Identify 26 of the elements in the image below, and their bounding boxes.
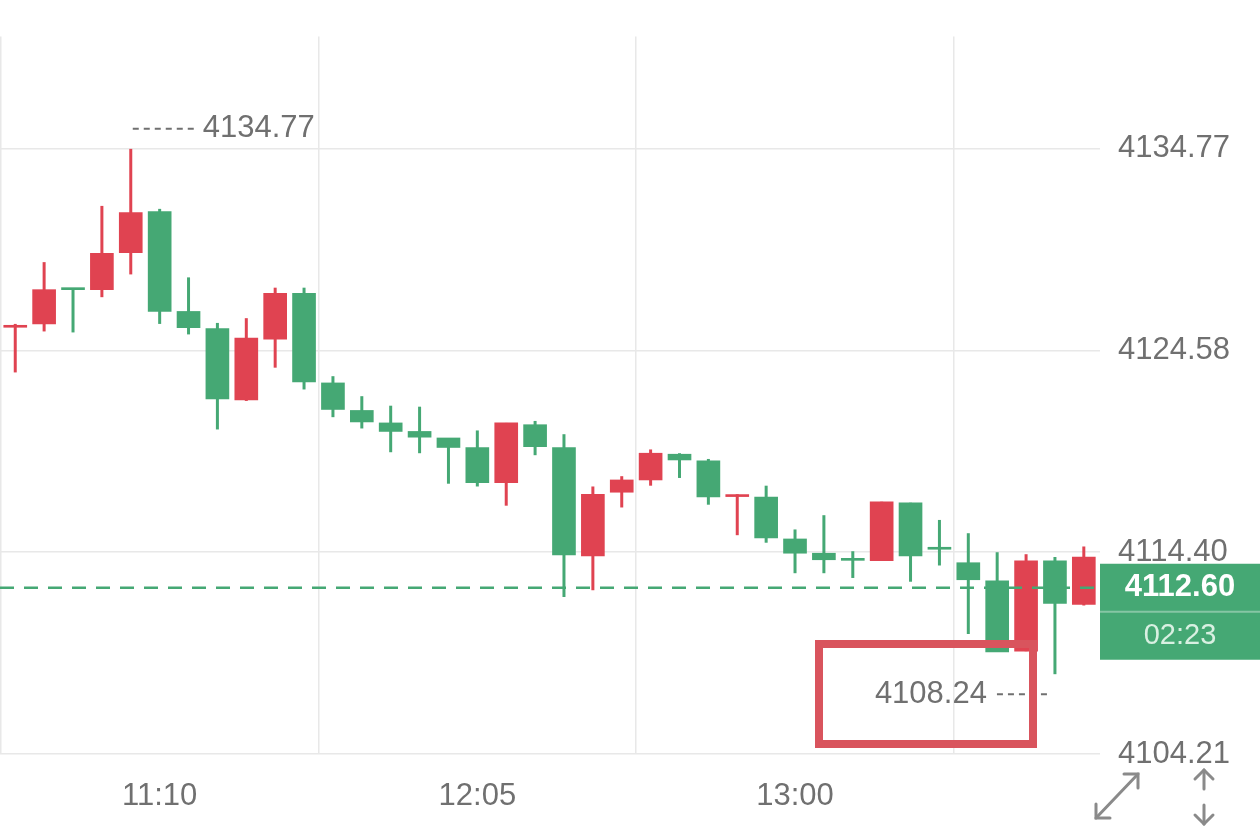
candlestick bbox=[61, 287, 85, 333]
y-tick-label: 4104.21 bbox=[1118, 734, 1231, 770]
candlestick bbox=[927, 518, 952, 566]
annotation: 4134.77 bbox=[202, 109, 315, 145]
x-tick-label: 12:05 bbox=[438, 777, 517, 813]
candlestick bbox=[783, 529, 807, 575]
candlestick bbox=[725, 494, 750, 537]
candlestick bbox=[407, 406, 432, 455]
candlestick bbox=[840, 551, 865, 578]
annotation: 4108.24 bbox=[874, 674, 987, 710]
candlestick bbox=[3, 322, 28, 373]
candlestick bbox=[378, 405, 403, 454]
candlestick bbox=[436, 437, 461, 484]
candlestick bbox=[667, 453, 692, 478]
x-tick-label: 11:10 bbox=[122, 777, 198, 813]
candlestick bbox=[349, 396, 374, 429]
ref-line-label: 4112.60 bbox=[1124, 568, 1236, 604]
y-tick-label: 4114.40 bbox=[1118, 532, 1228, 568]
y-tick-label: 4124.58 bbox=[1118, 331, 1231, 367]
y-tick-label: 4134.77 bbox=[1118, 129, 1231, 165]
x-tick-label: 13:00 bbox=[756, 777, 834, 813]
candlestick bbox=[176, 277, 201, 335]
candlestick bbox=[523, 419, 547, 457]
candlestick bbox=[812, 515, 836, 575]
candlestick bbox=[609, 476, 634, 508]
text: 02:23 bbox=[1143, 617, 1217, 650]
